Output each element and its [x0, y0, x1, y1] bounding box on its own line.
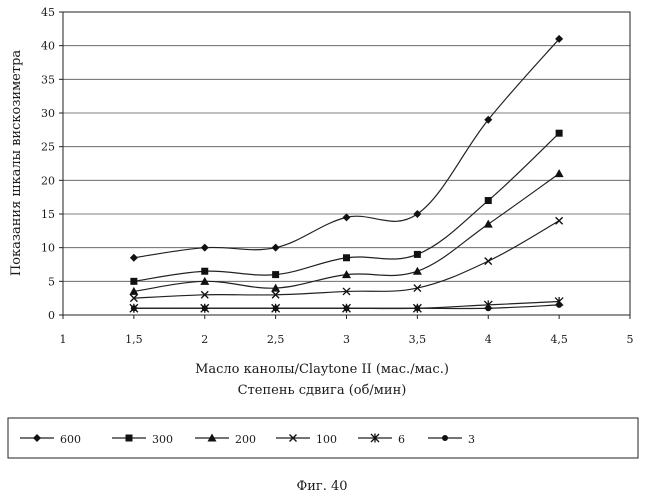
legend-label: 100: [316, 433, 337, 446]
x-axis-ticks: 1 1,5 2 2,5 3 3,5 4 4,5 5: [60, 315, 634, 346]
legend-item-3: 3: [428, 433, 475, 446]
series-600: [130, 35, 563, 262]
data-point-triangle: [413, 267, 422, 275]
legend-label: 6: [398, 433, 405, 446]
x-tick-label: 5: [627, 333, 634, 346]
x-tick-label: 1,5: [125, 333, 143, 346]
legend-item-6: 6: [358, 433, 405, 446]
y-tick-label: 45: [41, 6, 55, 19]
y-tick-label: 5: [48, 275, 55, 288]
series-200: [129, 169, 563, 295]
y-tick-label: 10: [41, 242, 55, 255]
legend: 600 300 200 100 6 3: [20, 433, 475, 446]
data-point-circle: [202, 305, 208, 311]
y-tick-label: 0: [48, 309, 55, 322]
x-tick-label: 4,5: [550, 333, 568, 346]
x-tick-label: 2: [201, 333, 208, 346]
x-axis-title: Масло канолы/Claytone II (мас./мас.): [195, 362, 449, 377]
data-point-square: [126, 435, 133, 442]
y-tick-label: 25: [41, 141, 55, 154]
y-tick-label: 15: [41, 208, 55, 221]
plot-frame: [63, 12, 630, 315]
data-point-square: [485, 197, 492, 204]
legend-item-600: 600: [20, 433, 81, 446]
x-tick-label: 4: [485, 333, 492, 346]
data-point-triangle: [484, 220, 493, 228]
y-tick-label: 20: [41, 174, 55, 187]
y-axis-title: Показания шкалы вискозиметра: [9, 50, 24, 277]
data-point-x: [485, 258, 492, 265]
data-point-square: [201, 268, 208, 275]
data-point-square: [414, 251, 421, 258]
x-tick-label: 3,5: [409, 333, 427, 346]
data-point-x: [556, 217, 563, 224]
legend-item-300: 300: [112, 433, 173, 446]
data-point-diamond: [201, 244, 209, 252]
series-layer: [129, 35, 563, 313]
data-point-diamond: [130, 254, 138, 262]
data-point-triangle: [555, 169, 564, 177]
x-tick-label: 3: [343, 333, 350, 346]
data-point-diamond: [343, 213, 351, 221]
data-point-circle: [485, 305, 491, 311]
x-tick-label: 1: [60, 333, 67, 346]
y-tick-label: 30: [41, 107, 55, 120]
series-300: [130, 130, 562, 285]
y-axis-ticks: 0 5 10 15 20 25 30 35 40 45: [41, 6, 63, 322]
data-point-square: [343, 254, 350, 261]
data-point-circle: [273, 305, 279, 311]
data-point-square: [272, 271, 279, 278]
legend-item-100: 100: [276, 433, 337, 446]
grid-lines: [63, 46, 630, 282]
y-tick-label: 40: [41, 40, 55, 53]
data-point-circle: [556, 302, 562, 308]
data-point-circle: [131, 305, 137, 311]
legend-label: 3: [468, 433, 475, 446]
data-point-circle: [414, 305, 420, 311]
series-line: [134, 39, 559, 258]
data-point-circle: [442, 435, 448, 441]
data-point-square: [556, 130, 563, 137]
series-3: [131, 302, 562, 311]
data-point-circle: [344, 305, 350, 311]
x-tick-label: 2,5: [267, 333, 285, 346]
y-tick-label: 35: [41, 73, 55, 86]
data-point-diamond: [33, 434, 41, 442]
data-point-square: [130, 278, 137, 285]
legend-item-200: 200: [195, 433, 256, 446]
legend-label: 600: [60, 433, 81, 446]
figure-caption: Фиг. 40: [296, 479, 347, 494]
x-axis-subtitle: Степень сдвига (об/мин): [238, 383, 407, 398]
legend-label: 200: [235, 433, 256, 446]
legend-label: 300: [152, 433, 173, 446]
data-point-diamond: [272, 244, 280, 252]
